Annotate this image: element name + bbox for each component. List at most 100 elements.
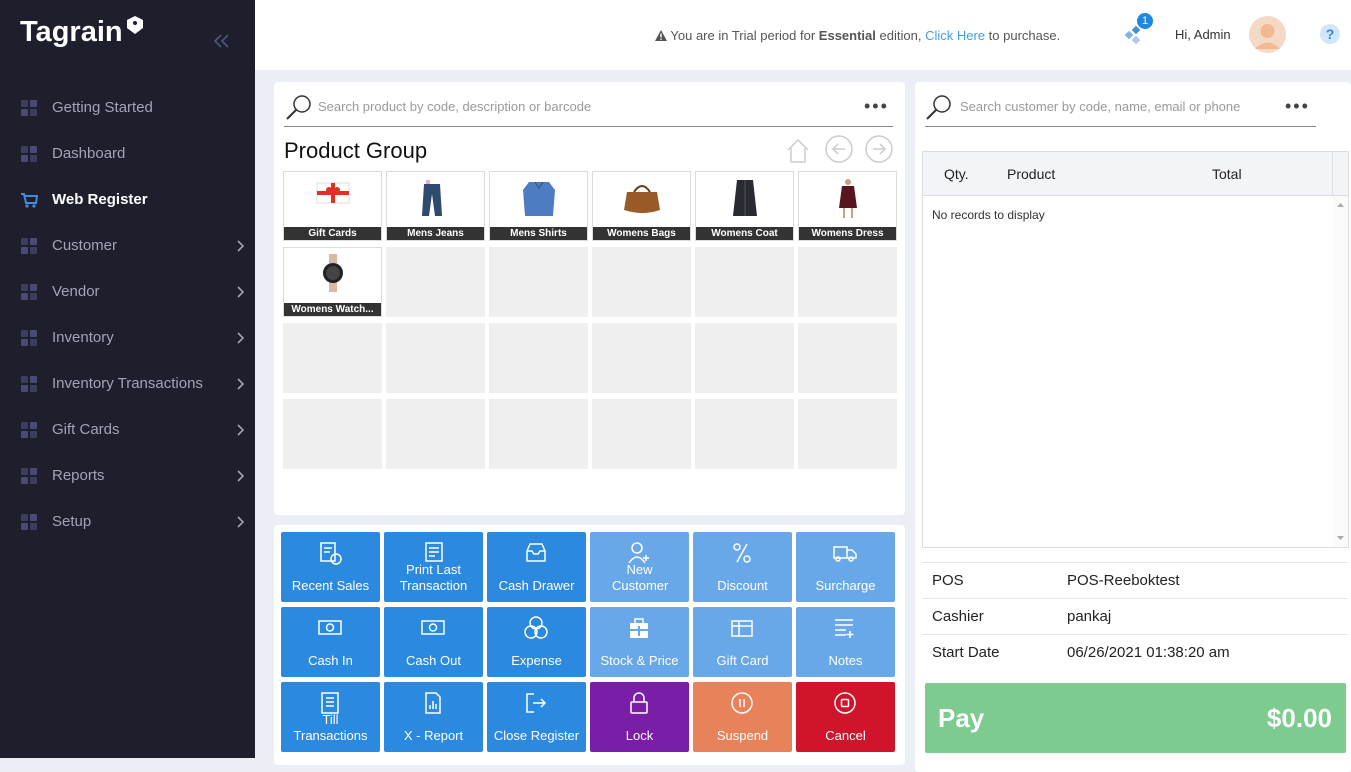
product-tile[interactable]: Gift Cards xyxy=(283,171,382,241)
action-button[interactable]: New Customer xyxy=(590,532,689,602)
menu-item[interactable]: Dashboard xyxy=(0,136,255,172)
product-name: Mens Jeans xyxy=(387,227,484,240)
menu-icon xyxy=(21,238,37,254)
trial-notice: You are in Trial period for Essential ed… xyxy=(655,28,1060,43)
product-name: Gift Cards xyxy=(284,227,381,240)
detail-label: Cashier xyxy=(932,608,984,625)
empty-tile xyxy=(798,247,897,317)
menu-item[interactable]: Web Register xyxy=(0,182,255,218)
product-tile[interactable]: Womens Bags xyxy=(592,171,691,241)
submenu-chevron xyxy=(237,378,245,390)
action-button[interactable]: Lock xyxy=(590,682,689,752)
action-button[interactable]: Discount xyxy=(693,532,792,602)
empty-tile xyxy=(592,247,691,317)
button-icon xyxy=(318,620,342,635)
search-underline xyxy=(284,126,893,127)
column-header[interactable]: Qty. xyxy=(944,166,969,182)
menu-item[interactable]: Inventory Transactions xyxy=(0,366,255,402)
button-label: Suspend xyxy=(716,728,769,743)
menu-item[interactable]: Gift Cards xyxy=(0,412,255,448)
menu-item[interactable]: Inventory xyxy=(0,320,255,356)
search-underline xyxy=(925,126,1316,127)
column-header[interactable]: Total xyxy=(1212,166,1242,182)
detail-label: POS xyxy=(932,572,964,589)
action-button[interactable]: Notes xyxy=(796,607,895,677)
menu-label: Web Register xyxy=(52,191,148,208)
customer-search[interactable]: Search customer by code, name, email or … xyxy=(960,99,1241,114)
empty-tile xyxy=(592,323,691,393)
action-button[interactable]: Till Transactions xyxy=(281,682,380,752)
collapse-icon[interactable] xyxy=(212,33,230,49)
product-tile[interactable]: Mens Shirts xyxy=(489,171,588,241)
column-header[interactable]: Product xyxy=(1007,166,1056,182)
more-menu[interactable]: ••• xyxy=(864,96,889,116)
pay-button[interactable]: Pay $0.00 xyxy=(925,683,1346,753)
menu-item[interactable]: Customer xyxy=(0,228,255,264)
notification-icon[interactable] xyxy=(1123,24,1147,48)
action-button[interactable]: Recent Sales xyxy=(281,532,380,602)
menu-item[interactable]: Getting Started xyxy=(0,90,255,126)
scrollbar[interactable] xyxy=(1333,196,1348,547)
button-icon xyxy=(731,620,753,637)
action-button[interactable]: Print Last Transaction xyxy=(384,532,483,602)
product-tile[interactable]: Womens Dress xyxy=(798,171,897,241)
action-button[interactable]: Expense xyxy=(487,607,586,677)
product-search[interactable]: Search product by code, description or b… xyxy=(318,99,592,114)
menu-icon xyxy=(21,376,37,392)
menu-label: Inventory xyxy=(52,329,114,346)
search-icon xyxy=(286,95,311,120)
product-tile[interactable]: Mens Jeans xyxy=(386,171,485,241)
product-image xyxy=(733,180,757,216)
product-name: Womens Watch... xyxy=(284,303,381,316)
action-button[interactable]: Gift Card xyxy=(693,607,792,677)
product-tile[interactable]: Womens Watch... xyxy=(283,247,382,317)
pay-label: Pay xyxy=(938,703,985,733)
empty-tile xyxy=(386,323,485,393)
more-menu[interactable]: ••• xyxy=(1285,96,1310,116)
detail-value: pankaj xyxy=(1067,608,1112,625)
button-label: Expense xyxy=(511,653,562,668)
action-button[interactable]: X - Report xyxy=(384,682,483,752)
button-label: Cash In xyxy=(308,653,353,668)
button-icon xyxy=(731,692,753,714)
action-button[interactable]: Cash In xyxy=(281,607,380,677)
menu-item[interactable]: Setup xyxy=(0,504,255,540)
menu-item[interactable]: Vendor xyxy=(0,274,255,310)
logo-tag xyxy=(127,16,143,34)
menu-icon xyxy=(21,100,37,116)
button-icon xyxy=(628,542,649,564)
action-button[interactable]: Cash Out xyxy=(384,607,483,677)
button-icon xyxy=(835,619,854,638)
top-bar: You are in Trial period for Essential ed… xyxy=(255,0,1351,70)
empty-tile xyxy=(489,323,588,393)
empty-tile xyxy=(592,399,691,469)
avatar[interactable] xyxy=(1249,16,1286,53)
detail-row: Start Date 06/26/2021 01:38:20 am xyxy=(922,634,1348,671)
action-button[interactable]: Surcharge xyxy=(796,532,895,602)
empty-tile xyxy=(695,323,794,393)
button-label: Cash Drawer xyxy=(498,578,575,593)
menu-item[interactable]: Reports xyxy=(0,458,255,494)
empty-tile xyxy=(489,247,588,317)
action-button[interactable]: Cancel xyxy=(796,682,895,752)
menu-label: Gift Cards xyxy=(52,421,120,438)
menu-label: Vendor xyxy=(52,283,100,300)
action-button[interactable]: Cash Drawer xyxy=(487,532,586,602)
action-button[interactable]: Suspend xyxy=(693,682,792,752)
greeting[interactable]: Hi, Admin xyxy=(1175,27,1231,42)
action-button[interactable]: Close Register xyxy=(487,682,586,752)
menu-label: Inventory Transactions xyxy=(52,375,203,392)
button-icon xyxy=(321,692,339,714)
product-tile[interactable]: Womens Coat xyxy=(695,171,794,241)
menu-icon xyxy=(21,146,37,162)
help-icon[interactable]: ? xyxy=(1320,24,1340,44)
action-button[interactable]: Stock & Price xyxy=(590,607,689,677)
header-divider xyxy=(1332,152,1333,195)
product-name: Mens Shirts xyxy=(490,227,587,240)
menu-label: Setup xyxy=(52,513,92,530)
purchase-link[interactable]: Click Here xyxy=(925,28,986,43)
group-navigation[interactable] xyxy=(784,135,894,165)
trial-text: to purchase. xyxy=(988,28,1061,43)
logo[interactable]: Tagrain xyxy=(20,16,123,48)
